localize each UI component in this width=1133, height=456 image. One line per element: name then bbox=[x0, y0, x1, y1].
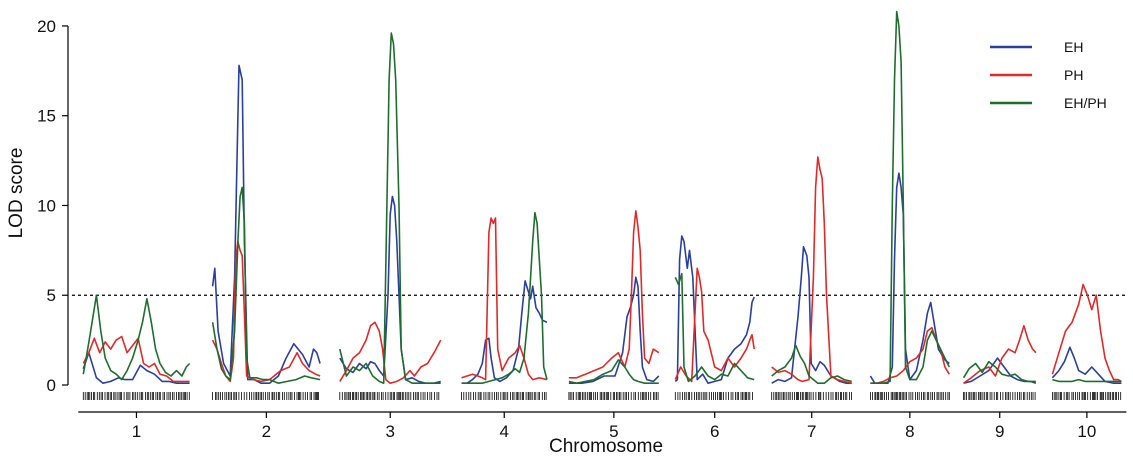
x-tick-label: 1 bbox=[132, 422, 141, 441]
series-line-segment bbox=[1052, 378, 1122, 383]
series-line-segment bbox=[82, 294, 191, 381]
series-line-segment bbox=[339, 195, 441, 384]
series-line-segment bbox=[870, 10, 951, 384]
series-line-segment bbox=[461, 217, 548, 381]
series-line-segment bbox=[568, 276, 660, 384]
series-ph bbox=[82, 156, 1122, 384]
series-layer bbox=[82, 10, 1122, 384]
x-tick-label: 5 bbox=[609, 422, 618, 441]
y-axis-label: LOD score bbox=[6, 148, 27, 239]
y-axis: 0 5 10 15 20 bbox=[37, 17, 69, 395]
y-tick-label: 0 bbox=[47, 376, 56, 395]
legend-label: PH bbox=[1064, 67, 1083, 83]
series-line-segment bbox=[869, 172, 950, 384]
y-tick-label: 5 bbox=[47, 286, 56, 305]
legend-label: EH/PH bbox=[1064, 95, 1107, 111]
x-tick-label: 10 bbox=[1077, 422, 1096, 441]
x-tick-label: 7 bbox=[807, 422, 816, 441]
series-line-segment bbox=[82, 335, 190, 383]
y-tick-label: 10 bbox=[37, 196, 56, 215]
x-tick-label: 2 bbox=[262, 422, 271, 441]
y-tick-label: 20 bbox=[37, 17, 56, 36]
series-line-segment bbox=[339, 321, 442, 384]
series-line-segment bbox=[674, 267, 755, 383]
legend: EH PH EH/PH bbox=[990, 39, 1107, 111]
series-line-segment bbox=[339, 32, 441, 384]
x-axis: 1 2 3 4 5 6 7 8 9 10 bbox=[78, 411, 1127, 441]
series-line-segment bbox=[674, 272, 755, 383]
series-line-segment bbox=[674, 235, 755, 384]
marker-rug bbox=[82, 392, 1122, 400]
series-line-segment bbox=[771, 344, 852, 384]
y-tick-label: 15 bbox=[37, 107, 56, 126]
x-tick-label: 3 bbox=[385, 422, 394, 441]
series-eh-ph bbox=[82, 10, 1122, 384]
series-line-segment bbox=[568, 210, 660, 379]
series-line-segment bbox=[771, 156, 852, 384]
series-line-segment bbox=[1051, 283, 1122, 383]
series-line-segment bbox=[211, 186, 321, 384]
series-line-segment bbox=[963, 325, 1037, 384]
legend-label: EH bbox=[1064, 39, 1083, 55]
x-axis-label: Chromosome bbox=[549, 436, 663, 456]
series-line-segment bbox=[82, 351, 190, 384]
series-line-segment bbox=[962, 360, 1036, 383]
series-line-segment bbox=[568, 359, 659, 384]
series-line-segment bbox=[461, 211, 548, 384]
x-tick-label: 4 bbox=[500, 422, 509, 441]
series-line-segment bbox=[211, 64, 321, 384]
series-line-segment bbox=[211, 240, 321, 383]
x-tick-label: 8 bbox=[905, 422, 914, 441]
x-tick-label: 6 bbox=[710, 422, 719, 441]
x-tick-label: 9 bbox=[995, 422, 1004, 441]
series-line-segment bbox=[1051, 346, 1122, 384]
